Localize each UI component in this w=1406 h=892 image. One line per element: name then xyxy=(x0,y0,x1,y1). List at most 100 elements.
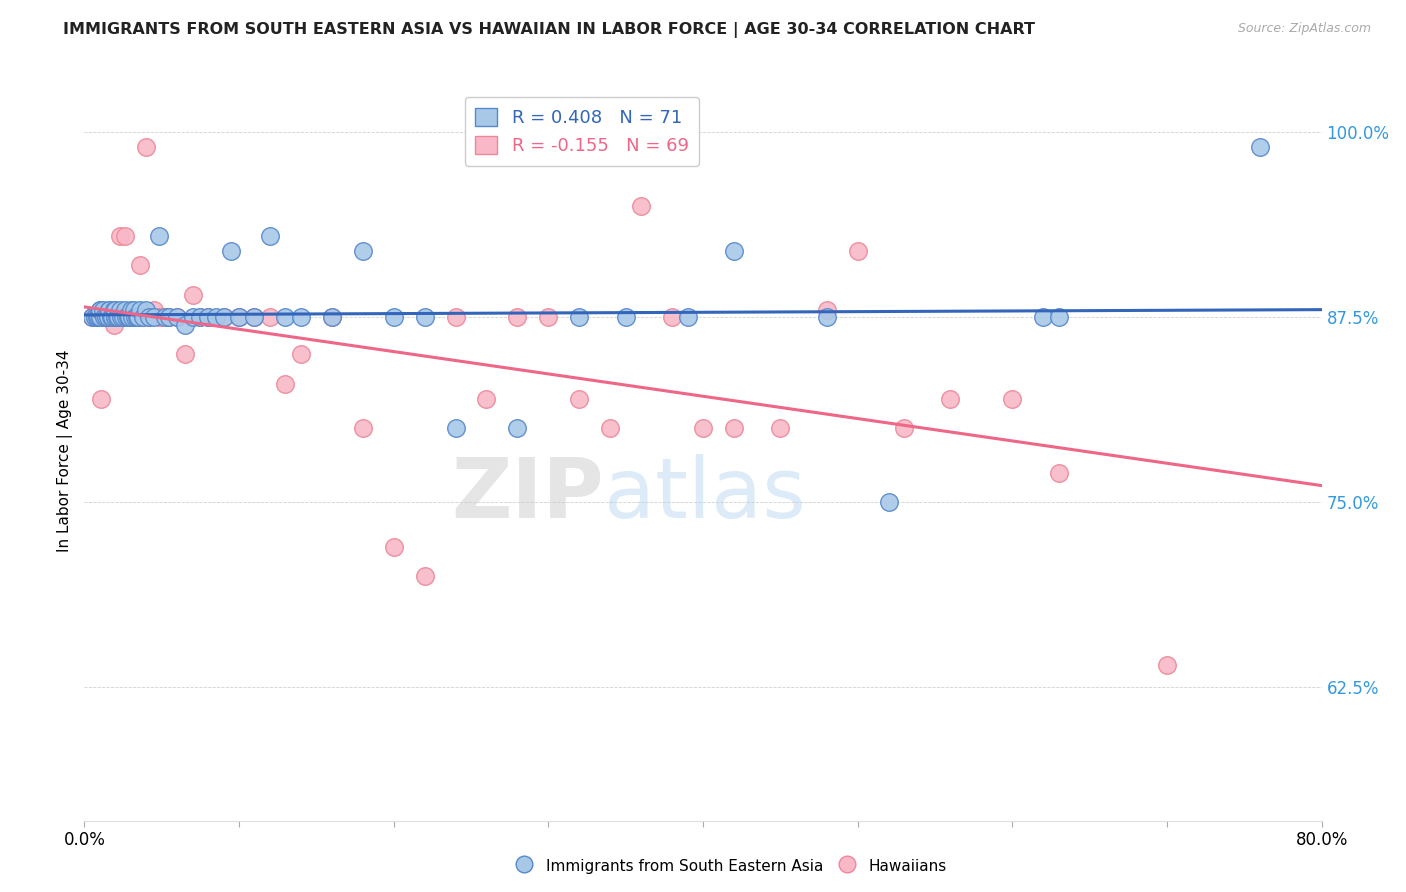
Point xyxy=(103,302,125,317)
Point xyxy=(98,302,121,317)
Point xyxy=(89,310,111,325)
Legend: Immigrants from South Eastern Asia, Hawaiians: Immigrants from South Eastern Asia, Hawa… xyxy=(509,852,953,880)
Point xyxy=(91,310,114,325)
Point xyxy=(174,347,197,361)
Point xyxy=(661,310,683,325)
Point xyxy=(413,310,436,325)
Point xyxy=(212,310,235,325)
Point xyxy=(93,310,115,325)
Point xyxy=(243,310,266,325)
Point xyxy=(127,310,149,325)
Point xyxy=(877,495,900,509)
Point xyxy=(181,310,204,325)
Point xyxy=(120,310,142,325)
Point xyxy=(83,310,105,325)
Point xyxy=(84,310,107,325)
Point xyxy=(103,318,125,332)
Point xyxy=(166,310,188,325)
Point xyxy=(105,310,128,325)
Point xyxy=(125,310,148,325)
Point xyxy=(138,310,160,325)
Point xyxy=(129,302,152,317)
Point xyxy=(108,228,131,243)
Point xyxy=(104,310,127,325)
Point xyxy=(89,310,111,325)
Point xyxy=(352,244,374,258)
Point xyxy=(676,310,699,325)
Point xyxy=(89,302,111,317)
Point xyxy=(723,244,745,258)
Point xyxy=(243,310,266,325)
Point xyxy=(104,310,127,325)
Point xyxy=(87,310,110,325)
Point xyxy=(84,310,107,325)
Point xyxy=(444,421,467,435)
Point xyxy=(723,421,745,435)
Point xyxy=(114,302,136,317)
Point xyxy=(100,310,122,325)
Point xyxy=(153,310,176,325)
Point xyxy=(104,310,127,325)
Point xyxy=(143,310,166,325)
Point xyxy=(893,421,915,435)
Point xyxy=(1047,310,1070,325)
Point xyxy=(568,392,591,406)
Point xyxy=(100,310,122,325)
Point xyxy=(159,310,180,325)
Point xyxy=(174,318,197,332)
Point xyxy=(104,302,127,317)
Point xyxy=(112,310,135,325)
Point xyxy=(124,310,146,325)
Point xyxy=(94,310,117,325)
Point xyxy=(197,310,219,325)
Point xyxy=(188,310,211,325)
Point xyxy=(107,310,129,325)
Point xyxy=(939,392,962,406)
Point xyxy=(599,421,621,435)
Point xyxy=(110,310,132,325)
Point xyxy=(188,310,211,325)
Point xyxy=(274,310,297,325)
Point xyxy=(82,310,104,325)
Point xyxy=(86,310,108,325)
Point xyxy=(98,310,121,325)
Point xyxy=(1032,310,1054,325)
Point xyxy=(96,310,118,325)
Point xyxy=(815,310,838,325)
Point xyxy=(115,310,138,325)
Point xyxy=(444,310,467,325)
Y-axis label: In Labor Force | Age 30-34: In Labor Force | Age 30-34 xyxy=(58,349,73,552)
Point xyxy=(89,310,111,325)
Point xyxy=(1047,466,1070,480)
Point xyxy=(413,569,436,583)
Point xyxy=(259,310,281,325)
Point xyxy=(382,310,405,325)
Point xyxy=(115,310,138,325)
Point xyxy=(110,310,132,325)
Point xyxy=(475,392,498,406)
Point xyxy=(506,421,529,435)
Point xyxy=(148,228,170,243)
Point xyxy=(129,258,152,272)
Point xyxy=(228,310,250,325)
Point xyxy=(135,302,157,317)
Point xyxy=(132,310,155,325)
Point xyxy=(132,310,155,325)
Point xyxy=(122,310,145,325)
Text: Source: ZipAtlas.com: Source: ZipAtlas.com xyxy=(1237,22,1371,36)
Point xyxy=(769,421,792,435)
Point xyxy=(117,310,139,325)
Point xyxy=(630,199,652,213)
Point xyxy=(692,421,714,435)
Point xyxy=(101,310,124,325)
Point xyxy=(219,244,242,258)
Point xyxy=(82,310,104,325)
Point xyxy=(93,310,115,325)
Point xyxy=(125,310,148,325)
Point xyxy=(94,310,117,325)
Point xyxy=(122,302,145,317)
Point xyxy=(166,310,188,325)
Point xyxy=(568,310,591,325)
Point xyxy=(352,421,374,435)
Point xyxy=(143,302,166,317)
